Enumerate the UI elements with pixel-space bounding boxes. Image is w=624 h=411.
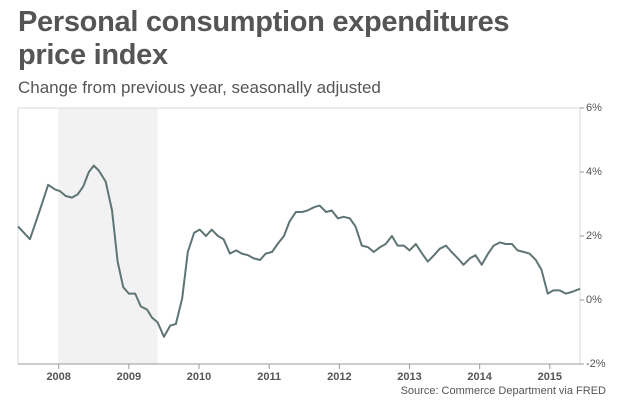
x-tick-label: 2009: [117, 371, 141, 383]
x-tick-label: 2012: [327, 371, 351, 383]
y-tick-label: 4%: [586, 166, 602, 178]
data-line: [17, 164, 581, 338]
x-tick-label: 2008: [46, 371, 70, 383]
chart-subtitle: Change from previous year, seasonally ad…: [18, 78, 381, 97]
x-tick-label: 2011: [257, 371, 281, 383]
x-tick-label: 2014: [467, 371, 492, 383]
recession-shade: [57, 108, 158, 364]
y-tick-label: 6%: [586, 102, 602, 114]
y-tick-label: 2%: [586, 230, 602, 242]
y-tick-label: 0%: [586, 294, 602, 306]
source-note: Source: Commerce Department via FRED: [401, 385, 606, 397]
x-tick-label: 2010: [187, 371, 211, 383]
y-tick-label: -2%: [586, 358, 606, 370]
x-tick-label: 2013: [397, 371, 421, 383]
chart-title: Personal consumption expenditures price …: [18, 6, 510, 71]
x-tick-label: 2015: [538, 371, 562, 383]
